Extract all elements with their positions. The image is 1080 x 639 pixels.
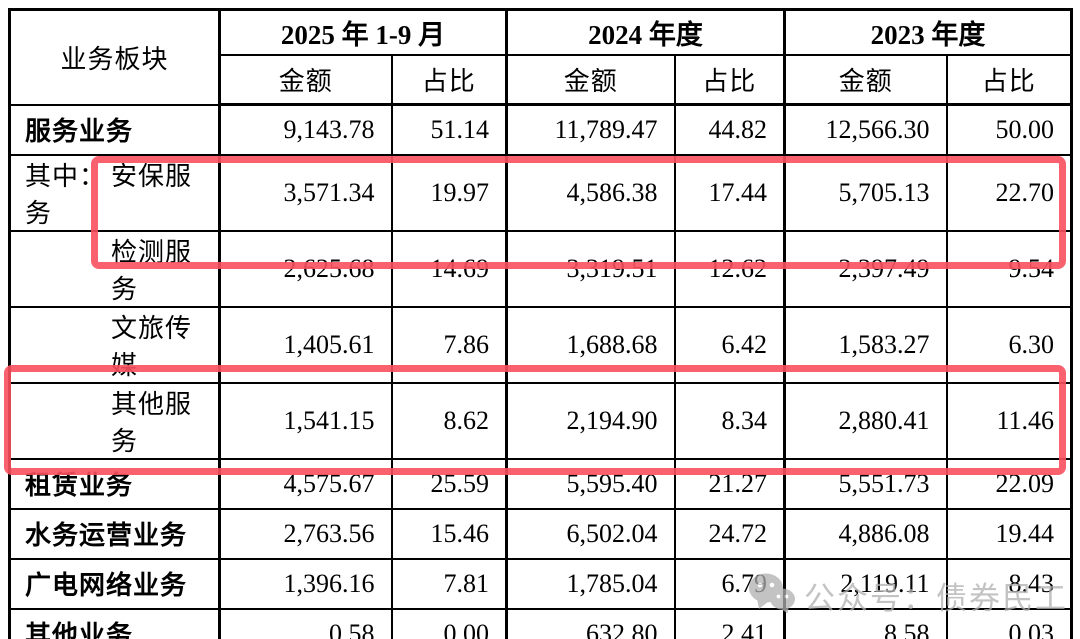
ratio-header-2024: 占比: [673, 53, 785, 106]
amount-cell: 4,586.38: [505, 153, 675, 231]
ratio-cell: 6.42: [673, 305, 785, 383]
business-name-cell: 其他业务: [9, 607, 220, 639]
ratio-cell: 24.72: [673, 507, 785, 559]
header-row-measures: 金额 占比 金额 占比 金额 占比: [10, 53, 1072, 106]
amount-cell: 1,583.27: [783, 305, 947, 383]
ratio-header-2023: 占比: [945, 53, 1072, 106]
ratio-cell: 22.09: [945, 457, 1072, 509]
business-name-cell: 文旅传媒: [9, 305, 220, 383]
ratio-cell: 2.41: [673, 607, 785, 639]
business-segment-header: 业务板块: [60, 44, 169, 74]
table-row: 其他服务 1,541.15 8.62 2,194.90 8.34 2,880.41 11.4…: [9, 381, 1072, 459]
header-row-periods: 业务板块 2025 年 1-9 月 2024 年度 2023 年度: [10, 9, 1072, 74]
amount-cell: 3,571.34: [218, 153, 392, 231]
business-segments-table: 业务板块 2025 年 1-9 月 2024 年度 2023 年度 金额 占比 …: [8, 8, 1073, 639]
table-row: 服务业务 9,143.78 51.14 11,789.47 44.82 12,566.30…: [9, 103, 1072, 155]
ratio-cell: 50.00: [945, 103, 1072, 155]
table-row: 租赁业务 4,575.67 25.59 5,595.40 21.27 5,551.73 22…: [9, 457, 1072, 509]
ratio-cell: 21.27: [673, 457, 785, 509]
table-row: 检测服务 2,625.68 14.69 3,319.51 12.62 2,397.49 9.…: [9, 229, 1072, 307]
amount-header-2023: 金额: [783, 53, 947, 106]
business-name-cell: 水务运营业务: [9, 507, 220, 559]
amount-cell: 1,405.61: [218, 305, 392, 383]
business-name: 安保服务: [25, 161, 193, 228]
amount-cell: 5,595.40: [505, 457, 675, 509]
amount-cell: 632.80: [505, 607, 675, 639]
ratio-cell: 0.03: [945, 607, 1072, 639]
ratio-cell: 7.81: [390, 557, 507, 609]
amount-cell: 1,688.68: [505, 305, 675, 383]
business-name: 其他服务: [111, 389, 193, 456]
amount-cell: 5,551.73: [783, 457, 947, 509]
amount-cell: 1,396.16: [218, 557, 392, 609]
amount-cell: 8.58: [783, 607, 947, 639]
ratio-cell: 6.79: [673, 557, 785, 609]
business-name: 租赁业务: [25, 471, 134, 500]
amount-cell: 11,789.47: [505, 103, 675, 155]
amount-header-2025: 金额: [218, 53, 392, 106]
ratio-cell: 14.69: [390, 229, 507, 307]
amount-cell: 2,763.56: [218, 507, 392, 559]
business-name: 水务运营业务: [25, 521, 188, 550]
business-name-cell: 其他服务: [9, 381, 220, 459]
ratio-cell: 44.82: [673, 103, 785, 155]
period-header-2025: 2025 年 1-9 月: [218, 9, 507, 55]
ratio-header-2025: 占比: [390, 53, 507, 106]
ratio-cell: 11.46: [945, 381, 1072, 459]
table-row: 广电网络业务 1,396.16 7.81 1,785.04 6.79 2,119.11 8.…: [9, 557, 1072, 609]
business-name-cell: 服务业务: [9, 103, 220, 155]
amount-cell: 2,119.11: [783, 557, 947, 609]
amount-cell: 0.58: [218, 607, 392, 639]
ratio-cell: 0.00: [390, 607, 507, 639]
amount-cell: 9,143.78: [218, 103, 392, 155]
amount-cell: 12,566.30: [783, 103, 947, 155]
amount-header-2024: 金额: [505, 53, 675, 106]
amount-cell: 2,194.90: [505, 381, 675, 459]
table-row: 水务运营业务 2,763.56 15.46 6,502.04 24.72 4,886.08…: [9, 507, 1072, 559]
amount-cell: 5,705.13: [783, 153, 947, 231]
table-body: 服务业务 9,143.78 51.14 11,789.47 44.82 12,566.30…: [9, 103, 1072, 639]
amount-cell: 4,886.08: [783, 507, 947, 559]
table-row: 其他业务 0.58 0.00 632.80 2.41 8.58 0.03: [9, 607, 1072, 639]
business-name: 服务业务: [25, 117, 134, 146]
amount-cell: 2,880.41: [783, 381, 947, 459]
amount-cell: 4,575.67: [218, 457, 392, 509]
business-name: 广电网络业务: [25, 571, 188, 600]
table-row: 其中： 安保服务 3,571.34 19.97 4,586.38 17.44 5,705.1…: [9, 153, 1072, 231]
ratio-cell: 19.97: [390, 153, 507, 231]
ratio-cell: 15.46: [390, 507, 507, 559]
ratio-cell: 9.54: [945, 229, 1072, 307]
business-name: 检测服务: [111, 237, 193, 304]
business-name: 文旅传媒: [111, 313, 193, 380]
business-name-cell: 检测服务: [9, 229, 220, 307]
period-header-2024: 2024 年度: [505, 9, 785, 55]
amount-cell: 2,625.68: [218, 229, 392, 307]
ratio-cell: 25.59: [390, 457, 507, 509]
amount-cell: 2,397.49: [783, 229, 947, 307]
ratio-cell: 12.62: [673, 229, 785, 307]
amount-cell: 1,785.04: [505, 557, 675, 609]
ratio-cell: 7.86: [390, 305, 507, 383]
ratio-cell: 8.43: [945, 557, 1072, 609]
ratio-cell: 51.14: [390, 103, 507, 155]
ratio-cell: 6.30: [945, 305, 1072, 383]
amount-cell: 3,319.51: [505, 229, 675, 307]
business-name-cell: 租赁业务: [9, 457, 220, 509]
ratio-cell: 19.44: [945, 507, 1072, 559]
ratio-cell: 8.34: [673, 381, 785, 459]
table-row: 文旅传媒 1,405.61 7.86 1,688.68 6.42 1,583.27 6.30: [9, 305, 1072, 383]
ratio-cell: 22.70: [945, 153, 1072, 231]
amount-cell: 1,541.15: [218, 381, 392, 459]
business-name-cell: 其中： 安保服务: [9, 153, 220, 231]
period-header-2023: 2023 年度: [783, 9, 1072, 55]
among-which-prefix: 其中：: [25, 161, 107, 191]
amount-cell: 6,502.04: [505, 507, 675, 559]
business-name-cell: 广电网络业务: [9, 557, 220, 609]
ratio-cell: 17.44: [673, 153, 785, 231]
business-name: 其他业务: [25, 621, 134, 639]
ratio-cell: 8.62: [390, 381, 507, 459]
